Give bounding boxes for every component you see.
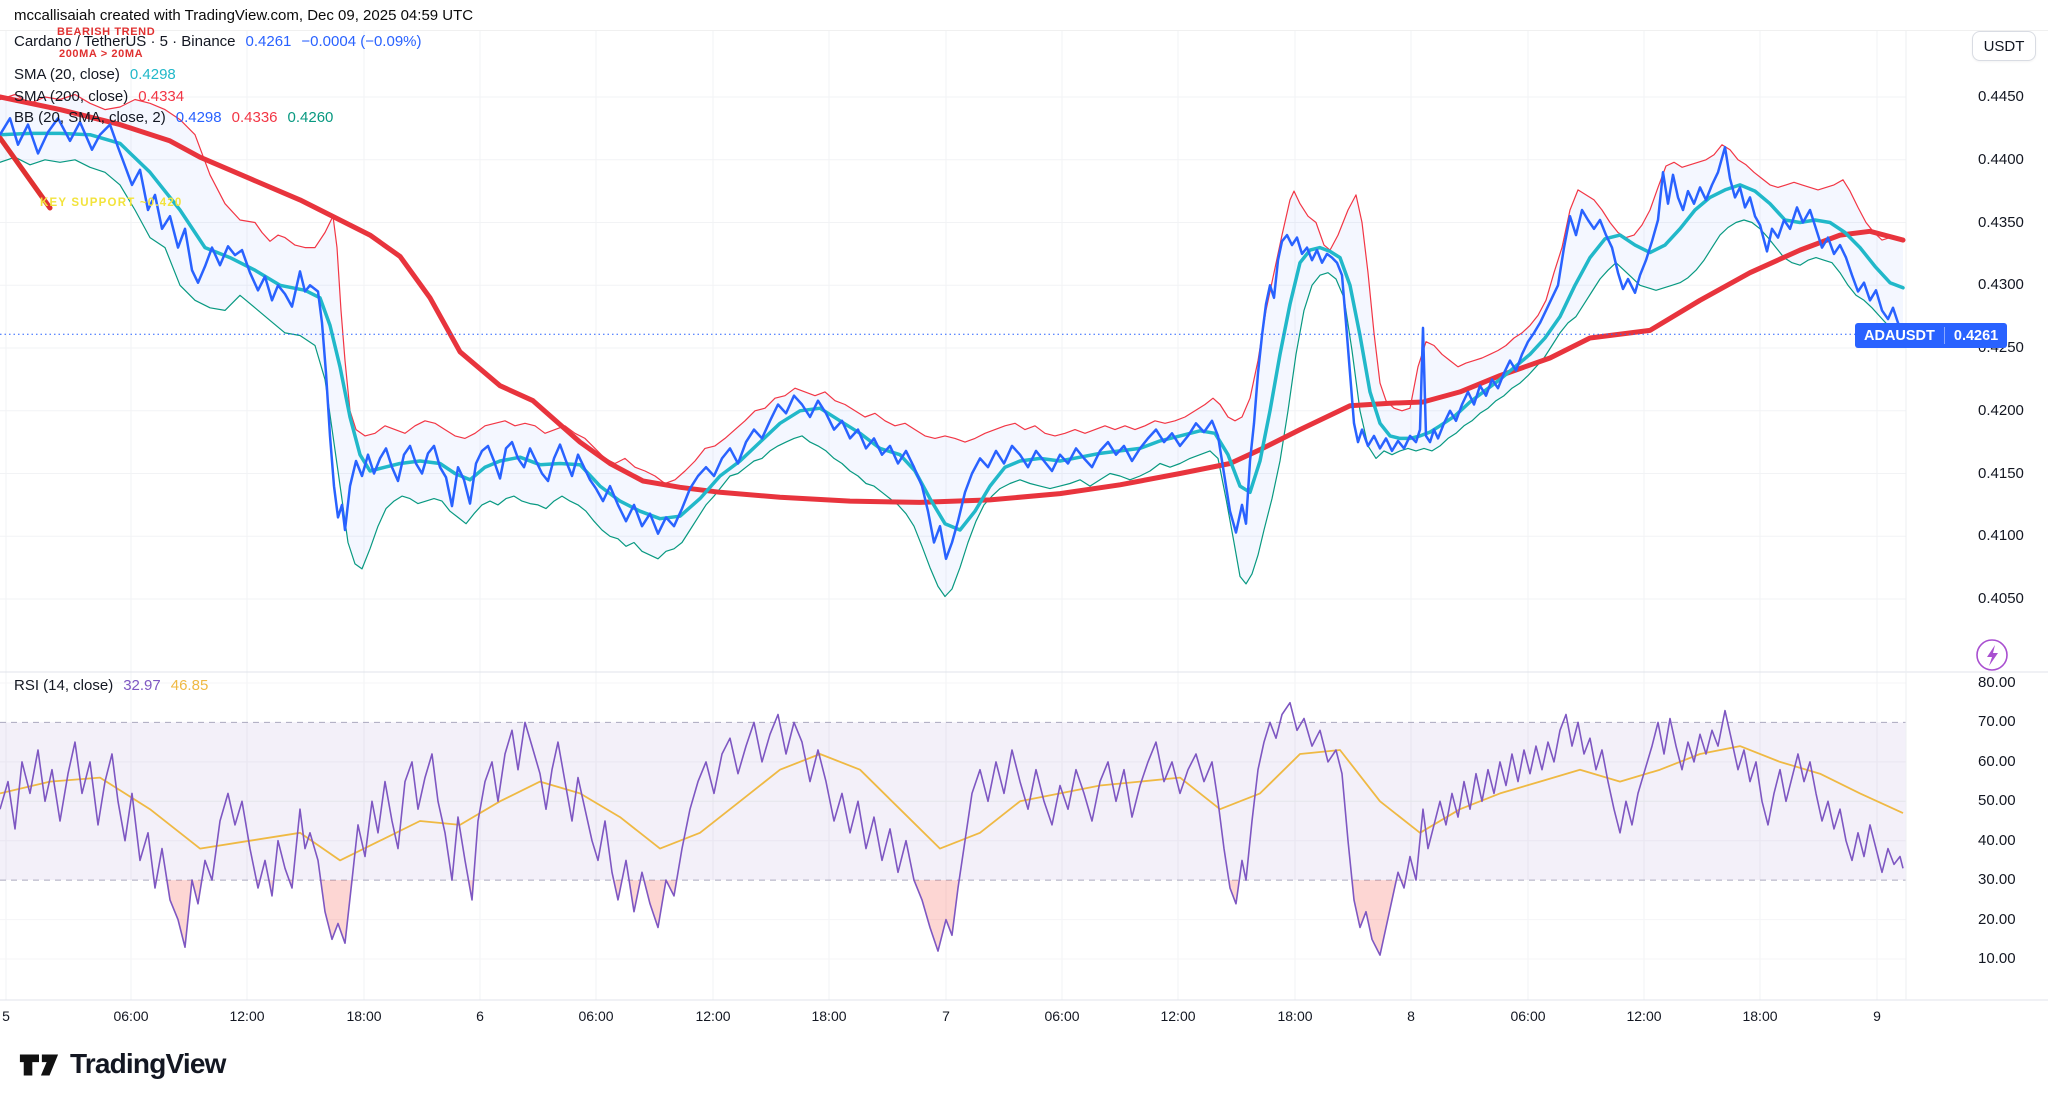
bb-legend-row: BB (20, SMA, close, 2) 0.4298 0.4336 0.4… xyxy=(14,109,333,126)
price-axis-label: 0.4450 xyxy=(1978,88,2024,105)
tradingview-logo-icon xyxy=(19,1054,59,1076)
rsi-legend-row: RSI (14, close) 32.97 46.85 xyxy=(14,677,208,694)
rsi-axis-label: 70.00 xyxy=(1978,713,2016,731)
time-axis-label: 7 xyxy=(942,1008,950,1024)
lightning-bolt-glyph xyxy=(1987,645,1998,666)
time-axis-label: 06:00 xyxy=(113,1008,149,1024)
rsi-axis-label: 30.00 xyxy=(1978,871,2016,889)
rsi-axis-label: 60.00 xyxy=(1978,752,2016,770)
badge-divider xyxy=(1943,327,1945,344)
bb-lower-value: 0.4260 xyxy=(287,109,334,126)
tradingview-logo[interactable]: TradingView xyxy=(18,1044,226,1084)
key-support-annotation: KEY SUPPORT ~0.420 xyxy=(40,197,183,209)
symbol-title[interactable]: Cardano / TetherUS · 5 · Binance xyxy=(14,33,236,50)
rsi-axis-label: 20.00 xyxy=(1978,910,2016,928)
time-axis-label: 06:00 xyxy=(1510,1008,1546,1024)
rsi-value: 32.97 xyxy=(123,677,161,694)
time-axis-label: 5 xyxy=(2,1008,10,1024)
price-axis-label: 0.4400 xyxy=(1978,150,2024,168)
price-axis-label: 0.4350 xyxy=(1978,213,2024,231)
price-axis-label: 0.4200 xyxy=(1978,401,2024,419)
time-axis-label: 06:00 xyxy=(1044,1008,1080,1024)
time-axis-label: 06:00 xyxy=(578,1008,614,1024)
last-price-value: 0.4261 xyxy=(245,33,292,50)
price-axis-label: 0.4100 xyxy=(1978,527,2024,545)
attribution-text: mccallisaiah created with TradingView.co… xyxy=(14,7,474,24)
price-axis-label: 0.4300 xyxy=(1978,276,2024,294)
bb-basis-value: 0.4298 xyxy=(175,109,222,126)
time-axis-label: 18:00 xyxy=(1742,1008,1778,1024)
rsi-axis-label: 10.00 xyxy=(1978,950,2016,967)
sma20-label[interactable]: SMA (20, close) xyxy=(14,66,120,83)
time-axis-label: 12:00 xyxy=(1626,1008,1662,1024)
rsi-ma-value: 46.85 xyxy=(170,677,209,694)
sma200-legend-row: SMA (200, close) 0.4334 xyxy=(14,88,184,105)
tradingview-logo-text: TradingView xyxy=(70,1048,226,1079)
time-axis-label: 18:00 xyxy=(1277,1008,1313,1024)
currency-toggle-button[interactable]: USDT xyxy=(1972,31,2036,61)
rsi-label[interactable]: RSI (14, close) xyxy=(14,677,114,694)
time-axis-label: 12:00 xyxy=(229,1008,265,1024)
time-axis-label: 18:00 xyxy=(811,1008,847,1024)
price-axis-label: 0.4050 xyxy=(1978,590,2024,607)
bb-label[interactable]: BB (20, SMA, close, 2) xyxy=(14,109,166,126)
bearish-trend-annotation: BEARISH TREND xyxy=(57,26,156,38)
badge-symbol: ADAUSDT xyxy=(1864,327,1935,344)
time-axis-label: 8 xyxy=(1407,1008,1415,1024)
time-axis-label: 18:00 xyxy=(346,1008,382,1024)
sma200-value: 0.4334 xyxy=(138,88,185,105)
time-axis-label: 9 xyxy=(1873,1008,1881,1024)
sma200-label[interactable]: SMA (200, close) xyxy=(14,88,129,105)
sma20-value: 0.4298 xyxy=(129,66,176,83)
rsi-axis-label: 50.00 xyxy=(1978,792,2016,810)
last-price-badge: ADAUSDT 0.4261 xyxy=(1855,323,2008,348)
rsi-axis-label: 40.00 xyxy=(1978,831,2016,849)
rsi-axis-label: 80.00 xyxy=(1978,674,2016,691)
symbol-legend-row: Cardano / TetherUS · 5 · Binance 0.4261 … xyxy=(14,33,422,50)
time-axis-label: 12:00 xyxy=(1160,1008,1196,1024)
time-axis-label: 12:00 xyxy=(695,1008,731,1024)
badge-price: 0.4261 xyxy=(1953,327,1999,344)
ma-cross-annotation: 200MA > 20MA xyxy=(59,48,144,60)
price-axis-label: 0.4150 xyxy=(1978,464,2024,482)
bb-upper-value: 0.4336 xyxy=(231,109,278,126)
time-axis-label: 6 xyxy=(476,1008,484,1024)
price-change-value: −0.0004 (−0.09%) xyxy=(301,33,422,50)
sma20-legend-row: SMA (20, close) 0.4298 xyxy=(14,66,176,83)
